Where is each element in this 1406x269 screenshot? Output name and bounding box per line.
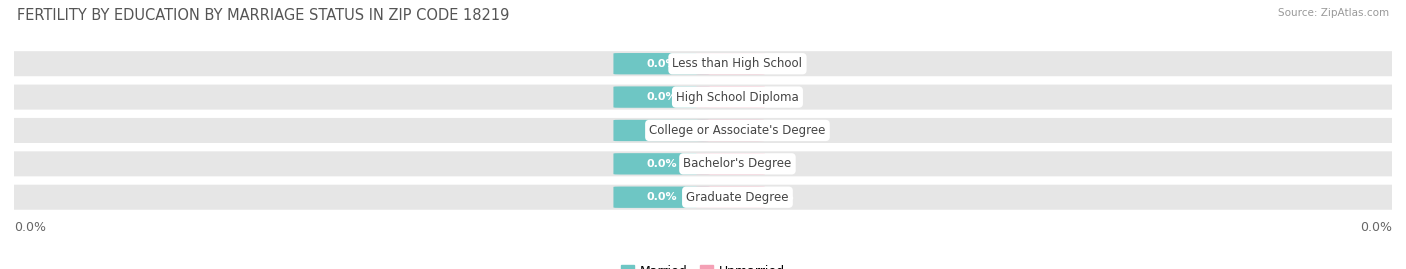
Text: 0.0%: 0.0% xyxy=(14,221,46,233)
FancyBboxPatch shape xyxy=(696,186,765,208)
FancyBboxPatch shape xyxy=(696,86,765,108)
Legend: Married, Unmarried: Married, Unmarried xyxy=(616,260,790,269)
Text: 0.0%: 0.0% xyxy=(763,125,794,136)
Text: 0.0%: 0.0% xyxy=(763,192,794,202)
Text: 0.0%: 0.0% xyxy=(763,92,794,102)
FancyBboxPatch shape xyxy=(4,185,1402,210)
FancyBboxPatch shape xyxy=(696,120,765,141)
Text: Less than High School: Less than High School xyxy=(672,57,803,70)
Text: 0.0%: 0.0% xyxy=(763,59,794,69)
Text: FERTILITY BY EDUCATION BY MARRIAGE STATUS IN ZIP CODE 18219: FERTILITY BY EDUCATION BY MARRIAGE STATU… xyxy=(17,8,509,23)
Text: 0.0%: 0.0% xyxy=(647,192,676,202)
Text: 0.0%: 0.0% xyxy=(1360,221,1392,233)
Text: 0.0%: 0.0% xyxy=(647,59,676,69)
FancyBboxPatch shape xyxy=(613,53,710,75)
Text: Source: ZipAtlas.com: Source: ZipAtlas.com xyxy=(1278,8,1389,18)
FancyBboxPatch shape xyxy=(613,86,710,108)
Text: 0.0%: 0.0% xyxy=(647,125,676,136)
Text: 0.0%: 0.0% xyxy=(647,159,676,169)
FancyBboxPatch shape xyxy=(4,151,1402,176)
Text: High School Diploma: High School Diploma xyxy=(676,91,799,104)
FancyBboxPatch shape xyxy=(613,186,710,208)
FancyBboxPatch shape xyxy=(4,118,1402,143)
Text: Bachelor's Degree: Bachelor's Degree xyxy=(683,157,792,170)
FancyBboxPatch shape xyxy=(613,153,710,175)
FancyBboxPatch shape xyxy=(613,120,710,141)
Text: Graduate Degree: Graduate Degree xyxy=(686,191,789,204)
FancyBboxPatch shape xyxy=(4,51,1402,76)
FancyBboxPatch shape xyxy=(696,53,765,75)
Text: College or Associate's Degree: College or Associate's Degree xyxy=(650,124,825,137)
FancyBboxPatch shape xyxy=(4,84,1402,109)
Text: 0.0%: 0.0% xyxy=(763,159,794,169)
FancyBboxPatch shape xyxy=(696,153,765,175)
Text: 0.0%: 0.0% xyxy=(647,92,676,102)
